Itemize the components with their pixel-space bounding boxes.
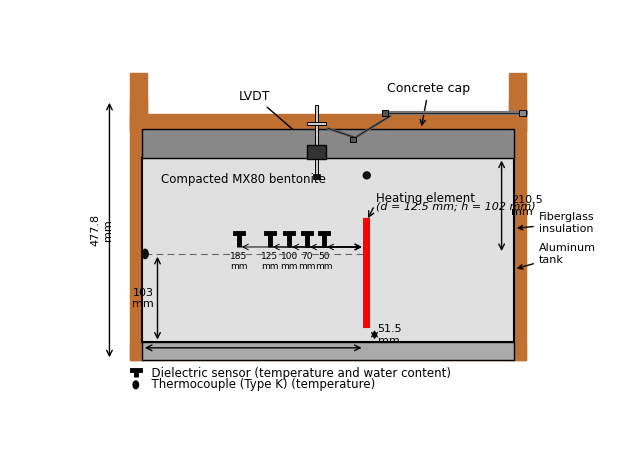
Text: Aluminum
tank: Aluminum tank: [518, 243, 596, 269]
Bar: [131, 114, 525, 131]
Bar: [382, 110, 388, 116]
Bar: [142, 342, 514, 360]
Text: 210.5
mm: 210.5 mm: [511, 195, 543, 217]
Bar: [509, 73, 525, 131]
Text: 125
mm: 125 mm: [261, 252, 278, 271]
Bar: [316, 122, 317, 145]
Ellipse shape: [133, 381, 138, 389]
Text: Dielectric sensor (temperature and water content): Dielectric sensor (temperature and water…: [143, 367, 451, 380]
Bar: [147, 131, 152, 343]
Bar: [316, 105, 317, 122]
Ellipse shape: [142, 249, 148, 258]
Bar: [509, 100, 525, 360]
Bar: [364, 219, 369, 327]
Text: 103
mm: 103 mm: [132, 288, 154, 309]
Bar: [131, 73, 147, 131]
Text: (d = 12.5 mm; h = 102 mm): (d = 12.5 mm; h = 102 mm): [376, 202, 536, 212]
Bar: [131, 343, 525, 360]
Text: 51.5
mm: 51.5 mm: [378, 324, 402, 345]
Bar: [131, 100, 147, 360]
Bar: [307, 145, 326, 159]
Text: Compacted MX80 bentonite: Compacted MX80 bentonite: [161, 173, 326, 186]
Text: Concrete cap: Concrete cap: [387, 82, 470, 125]
Text: Thermocouple (Type K) (temperature): Thermocouple (Type K) (temperature): [143, 378, 375, 391]
Bar: [142, 129, 514, 158]
Bar: [142, 158, 514, 342]
Bar: [504, 131, 509, 343]
Bar: [315, 129, 318, 175]
Bar: [312, 174, 320, 179]
Text: Heating element: Heating element: [376, 192, 475, 205]
Bar: [349, 137, 356, 142]
Bar: [520, 110, 525, 116]
Text: Fiberglass
insulation: Fiberglass insulation: [518, 212, 595, 234]
Text: 185
mm: 185 mm: [230, 252, 248, 271]
Bar: [147, 343, 509, 352]
Text: 70
mm: 70 mm: [298, 252, 316, 271]
Text: 477.8
mm: 477.8 mm: [91, 214, 113, 246]
Text: 100
mm: 100 mm: [280, 252, 298, 271]
Bar: [307, 122, 326, 125]
Ellipse shape: [364, 172, 370, 179]
Text: 50
mm: 50 mm: [316, 252, 333, 271]
Text: 277.3 mm: 277.3 mm: [225, 352, 282, 362]
Text: LVDT: LVDT: [239, 89, 313, 147]
